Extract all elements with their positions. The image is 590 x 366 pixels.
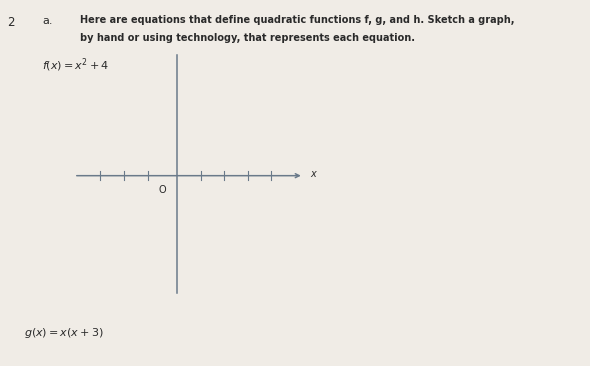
Text: $f(x) = x^2 + 4$: $f(x) = x^2 + 4$ [42, 57, 110, 74]
Text: O: O [159, 185, 166, 195]
Text: $g(x) = x(x + 3)$: $g(x) = x(x + 3)$ [24, 326, 103, 340]
Text: 2: 2 [7, 16, 15, 30]
Text: a.: a. [42, 16, 53, 26]
Text: by hand or using technology, that represents each equation.: by hand or using technology, that repres… [80, 33, 415, 43]
Text: x: x [310, 169, 316, 179]
Text: Here are equations that define quadratic functions f, g, and h. Sketch a graph,: Here are equations that define quadratic… [80, 15, 514, 25]
